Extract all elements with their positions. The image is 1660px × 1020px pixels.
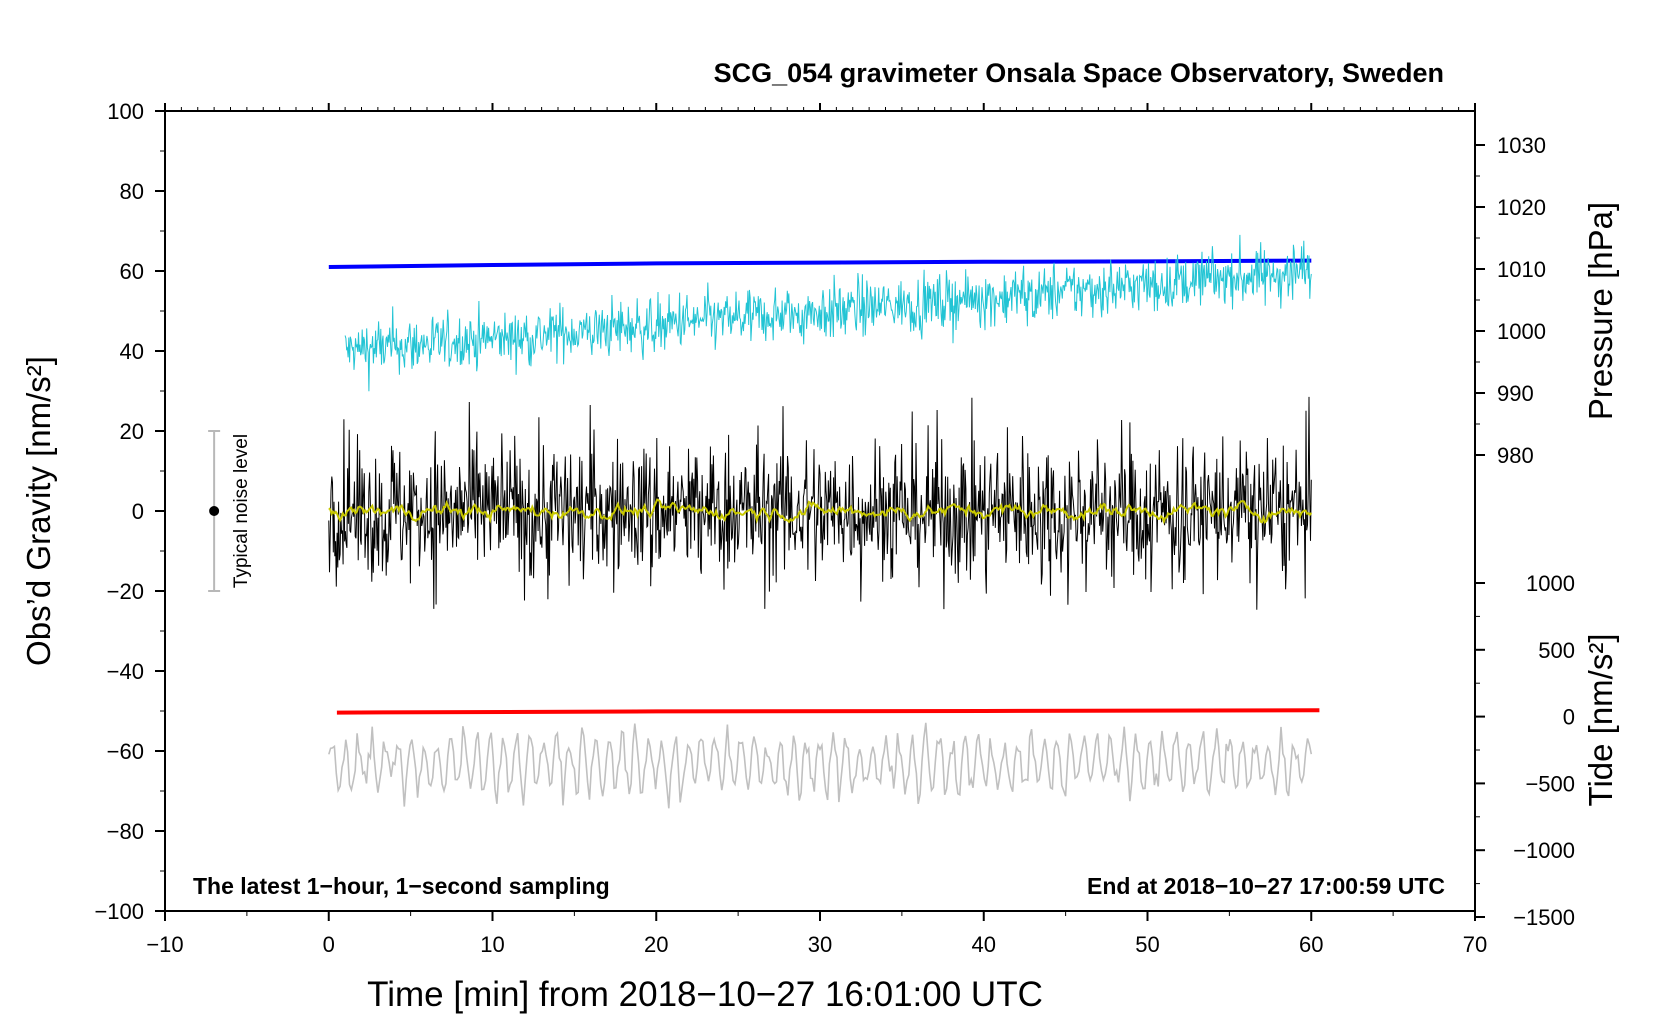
x-tick-label: 10 [480, 932, 504, 957]
y-tick-label: −20 [107, 579, 144, 604]
x-tick-label: 20 [644, 932, 668, 957]
y-axis-label-left: Obs’d Gravity [nm/s²] [20, 356, 57, 666]
y-axis-label-tide: Tide [nm/s²] [1582, 634, 1619, 807]
annotation-right: End at 2018−10−27 17:00:59 UTC [1087, 873, 1445, 899]
tide-tick-label: 500 [1538, 638, 1575, 663]
pressure-tick-label: 1000 [1497, 319, 1546, 344]
x-tick-label: −10 [146, 932, 183, 957]
y-tick-label: −40 [107, 659, 144, 684]
axes-layer: −10 0 10 20 30 40 50 60 70100806040200−20−40−60−… [94, 99, 1575, 957]
y-tick-label: −80 [107, 819, 144, 844]
tide-tick-label: 0 [1563, 705, 1575, 730]
series-pressure-residual [344, 234, 1312, 392]
y-tick-label: 20 [120, 419, 144, 444]
noise-bar-center [209, 506, 220, 516]
x-tick-label: 30 [808, 932, 832, 957]
pressure-tick-label: 1030 [1497, 133, 1546, 158]
series-tide [336, 708, 1320, 715]
series-gravity [328, 396, 1312, 610]
series-layer [328, 234, 1320, 809]
noise-bar: Typical noise level [208, 430, 252, 592]
y-tick-label: 0 [132, 499, 144, 524]
x-tick-label: 0 [323, 932, 335, 957]
tide-tick-label: 1000 [1526, 571, 1575, 596]
x-tick-label: 50 [1135, 932, 1159, 957]
pressure-tick-label: 1010 [1497, 257, 1546, 282]
pressure-tick-label: 990 [1497, 381, 1534, 406]
y-tick-label: 100 [107, 99, 144, 124]
x-tick-label: 70 [1463, 932, 1487, 957]
pressure-tick-label: 1020 [1497, 195, 1546, 220]
y-tick-label: 40 [120, 339, 144, 364]
y-tick-label: 80 [120, 179, 144, 204]
x-tick-label: 40 [972, 932, 996, 957]
y-axis-label-pressure: Pressure [hPa] [1582, 202, 1619, 420]
series-gravity-filtered [328, 498, 1313, 525]
pressure-tick-label: 980 [1497, 443, 1534, 468]
tide-tick-label: −1500 [1513, 905, 1575, 930]
tide-tick-label: −1000 [1513, 838, 1575, 863]
series-tide-residual [328, 722, 1313, 809]
tide-tick-label: −500 [1525, 771, 1575, 796]
x-tick-label: 60 [1299, 932, 1323, 957]
noise-bar-label: Typical noise level [231, 434, 252, 588]
x-axis-label: Time [min] from 2018−10−27 16:01:00 UTC [367, 975, 1043, 1014]
y-tick-label: 60 [120, 259, 144, 284]
y-tick-label: −100 [94, 899, 144, 924]
annotation-left: The latest 1−hour, 1−second sampling [193, 873, 610, 899]
y-tick-label: −60 [107, 739, 144, 764]
series-pressure [328, 258, 1312, 269]
chart-title: SCG_054 gravimeter Onsala Space Observat… [714, 58, 1444, 88]
